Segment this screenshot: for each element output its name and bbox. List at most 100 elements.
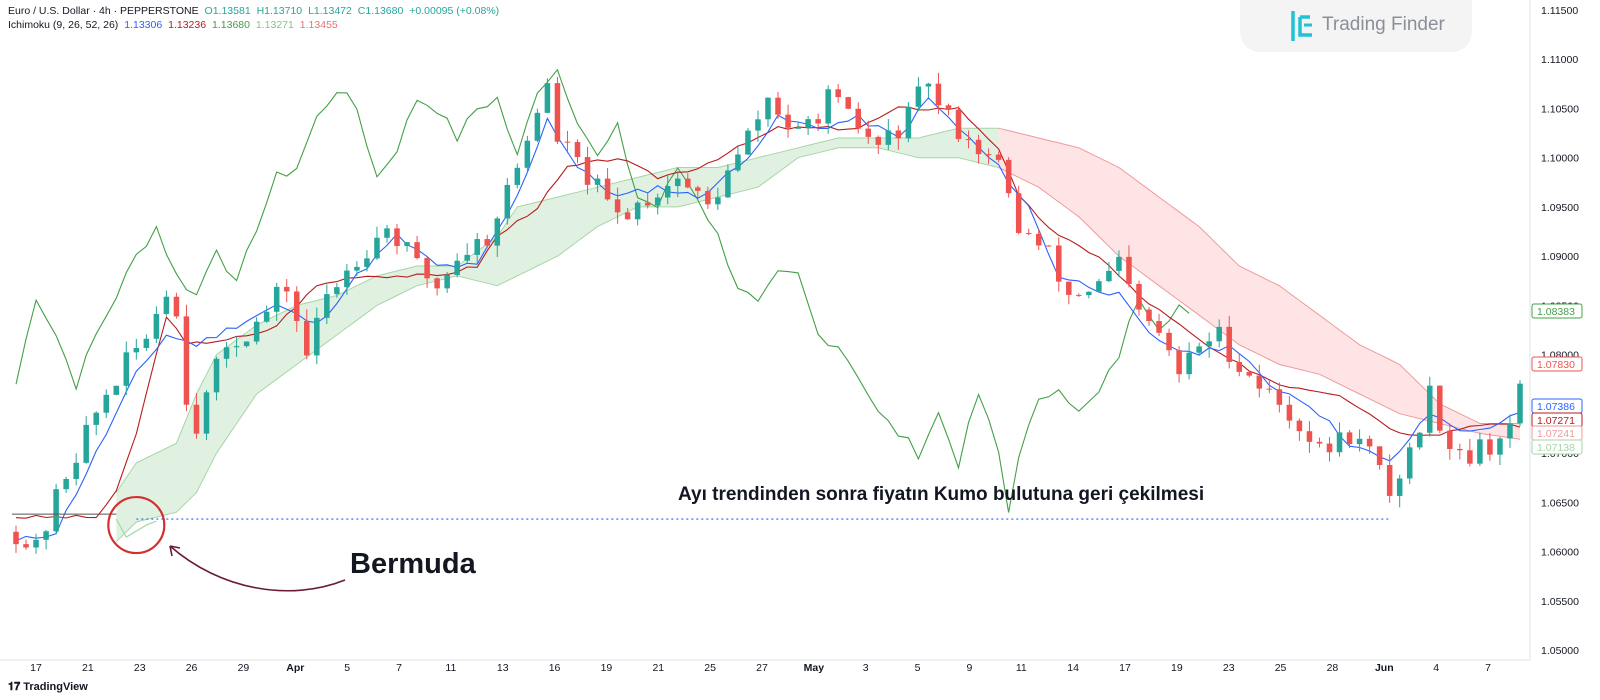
- candle-body: [685, 178, 691, 188]
- candle-body: [654, 197, 661, 206]
- candle-body: [1126, 256, 1132, 285]
- candle-body: [384, 228, 390, 238]
- candle-body: [1246, 371, 1253, 376]
- candle-body: [735, 154, 741, 171]
- ohlc-low: L1.13472: [308, 5, 352, 17]
- price-label-box: [1531, 356, 1583, 372]
- pullback-annotation: Ayı trendinden sonra fiyatın Kumo bulutu…: [678, 484, 1205, 505]
- candle-body: [103, 394, 110, 413]
- bermuda-label: Bermuda: [350, 548, 476, 580]
- candle-body: [1487, 439, 1493, 455]
- price-tick-label: 1.09000: [1541, 251, 1579, 263]
- candle-body: [755, 119, 761, 131]
- price-tick-label: 1.06500: [1541, 497, 1579, 509]
- candle-body: [815, 119, 821, 124]
- time-tick-label: 5: [344, 662, 350, 674]
- time-tick-label: 19: [601, 662, 613, 674]
- ohlc-open: O1.13581: [204, 5, 251, 17]
- candle-body: [584, 157, 591, 185]
- candle-body: [293, 291, 300, 321]
- candle-body: [1447, 430, 1453, 449]
- candle-body: [1286, 404, 1293, 421]
- span-b-value: 1.13455: [299, 19, 338, 31]
- candle-body: [364, 258, 370, 267]
- candle-body: [1056, 245, 1062, 282]
- price-tick-label: 1.09500: [1541, 202, 1579, 214]
- candle-body: [975, 139, 982, 155]
- bullish-cloud-span-a: [115, 127, 999, 493]
- candle-body: [1457, 448, 1463, 451]
- candle-body: [243, 341, 250, 347]
- candle-body: [1316, 441, 1323, 444]
- tradingview-logo[interactable]: 𝟏𝟕 TradingView: [8, 681, 88, 694]
- indicator-header: Ichimoku (9, 26, 52, 26) 1.13306 1.13236…: [8, 19, 341, 31]
- candle-body: [634, 202, 641, 220]
- candle-body: [324, 294, 330, 318]
- price-label-value: 1.07386: [1537, 401, 1575, 413]
- candle-body: [33, 539, 39, 548]
- candle-body: [1376, 446, 1383, 465]
- time-tick-label: May: [804, 662, 825, 674]
- candle-body: [1176, 350, 1182, 375]
- candle-body: [113, 385, 120, 395]
- candle-body: [283, 286, 290, 292]
- candle-body: [674, 178, 681, 187]
- candle-body: [374, 237, 380, 259]
- candle-body: [314, 317, 320, 356]
- price-label-value: 1.08383: [1537, 306, 1575, 318]
- candle-body: [1186, 352, 1192, 375]
- candle-body: [1045, 245, 1052, 247]
- candle-body: [183, 316, 190, 405]
- brand-badge: [1240, 0, 1472, 52]
- candle-body: [1005, 159, 1012, 194]
- time-tick-label: 11: [1016, 662, 1027, 674]
- time-tick-label: 7: [1485, 662, 1491, 674]
- candle-body: [123, 352, 130, 386]
- indicator-name[interactable]: Ichimoku (9, 26, 52, 26): [8, 19, 119, 31]
- candle-body: [514, 167, 521, 185]
- candle-body: [865, 128, 872, 137]
- candle-body: [895, 130, 902, 139]
- time-tick-label: 25: [704, 662, 716, 674]
- bermuda-arrow: [169, 545, 346, 592]
- tenkan-value: 1.13306: [124, 19, 163, 31]
- price-label-value: 1.07271: [1537, 415, 1575, 427]
- price-tick-label: 1.06000: [1541, 547, 1579, 559]
- candle-body: [1406, 447, 1413, 479]
- candle-body: [905, 106, 912, 139]
- time-tick-label: 13: [497, 662, 509, 674]
- candle-body: [835, 89, 841, 98]
- candle-body: [213, 358, 220, 393]
- time-tick-label: 14: [1067, 662, 1079, 674]
- candle-body: [955, 109, 962, 140]
- bearish-cloud-span-a: [998, 127, 1520, 424]
- candle-body: [1015, 193, 1022, 233]
- price-label-value: 1.07830: [1537, 359, 1575, 371]
- candle-body: [825, 89, 831, 124]
- candle-body: [203, 392, 210, 434]
- candle-body: [594, 178, 601, 185]
- candle-body: [1296, 420, 1303, 432]
- axes: 1.11500 1.11000 1.10500 1.10000 1.09500 1.090…: [0, 0, 1583, 674]
- candle-body: [795, 127, 801, 129]
- candle-body: [223, 347, 230, 359]
- candle-body: [715, 197, 721, 205]
- candle-body: [624, 212, 631, 220]
- candle-body: [143, 338, 150, 348]
- ohlc-high: H1.13710: [256, 5, 303, 17]
- candle-body: [1166, 332, 1172, 351]
- time-tick-label: Jun: [1375, 662, 1394, 674]
- symbol-title[interactable]: Euro / U.S. Dollar · 4h · PEPPERSTONE: [8, 5, 199, 17]
- brand-name: Trading Finder: [1322, 14, 1445, 35]
- candle-body: [1216, 326, 1222, 342]
- candle-body: [444, 274, 450, 289]
- candle-body: [664, 186, 671, 198]
- candle-body: [544, 83, 551, 113]
- candle-body: [233, 346, 240, 348]
- candle-body: [1206, 341, 1212, 347]
- symbol-header: Euro / U.S. Dollar · 4h · PEPPERSTONE O1…: [8, 5, 502, 17]
- time-tick-label: 27: [756, 662, 768, 674]
- candle-body: [404, 242, 410, 247]
- candle-body: [1266, 388, 1273, 390]
